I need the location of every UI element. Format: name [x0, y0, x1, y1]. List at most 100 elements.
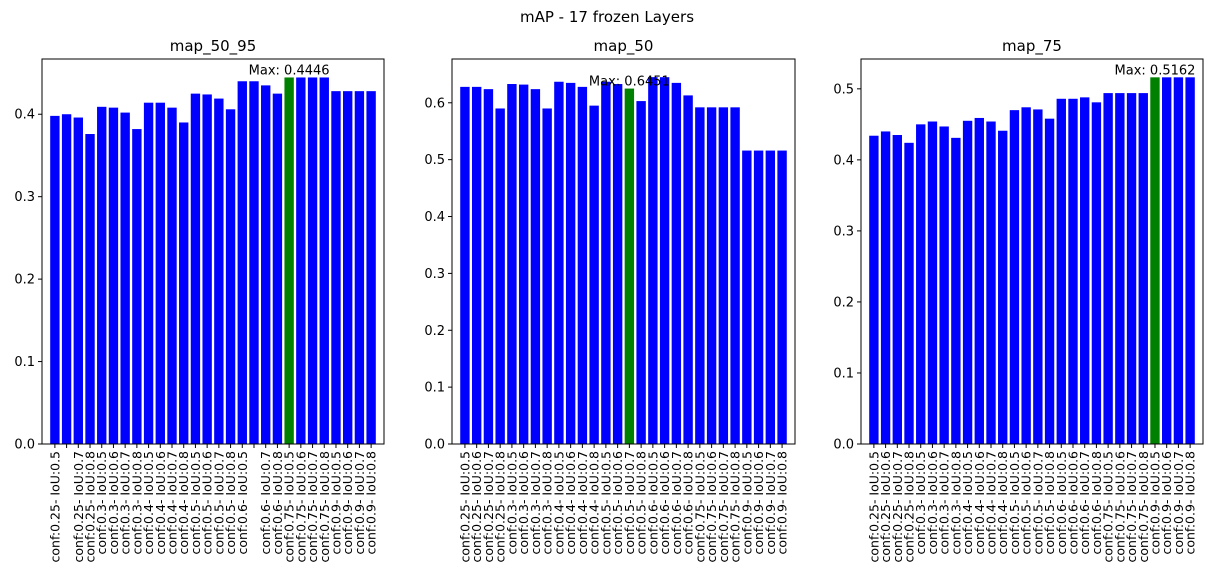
- bar: [601, 81, 611, 444]
- bar: [706, 107, 717, 444]
- bar: [1162, 77, 1172, 444]
- y-tick-label: 0.2: [833, 295, 854, 310]
- bar: [1021, 107, 1031, 445]
- bar: [1138, 93, 1148, 444]
- x-tick-label-conf-0-5-iou-0-6: conf:0.5- IoU:0.6: [1019, 451, 1034, 555]
- y-tick-label: 0.5: [424, 153, 445, 168]
- x-tick-label-conf-0-3-iou-0-8: conf:0.3- IoU:0.8: [540, 451, 555, 555]
- bar: [155, 102, 165, 444]
- x-tick-label-conf-0-6-iou-0-5: conf:0.6- IoU:0.5: [645, 451, 660, 555]
- x-tick-label-conf-0-4-iou-0-6: conf:0.4- IoU:0.6: [563, 451, 578, 555]
- chart-title: map_50: [594, 37, 654, 56]
- x-tick-label-conf-0-75-iou-0-6: conf:0.75- IoU:0.6: [293, 451, 308, 563]
- bar: [214, 98, 224, 444]
- x-tick-label-conf-0-6-iou-0-8: conf:0.6- IoU:0.8: [270, 451, 285, 555]
- x-tick-label-conf-0-6-iou-0-8: conf:0.6- IoU:0.8: [681, 451, 696, 555]
- y-tick-label: 0.0: [424, 438, 445, 453]
- bar: [1080, 97, 1090, 445]
- x-tick-label-conf-0-75-iou-0-8: conf:0.75- IoU:0.8: [317, 451, 332, 563]
- bar: [85, 134, 95, 444]
- bar: [296, 77, 306, 444]
- x-tick-label-conf-0-6-iou-0-5: conf:0.6- IoU:0.5: [235, 451, 250, 555]
- y-tick-label: 0.2: [424, 324, 445, 339]
- x-tick-label-conf-0-75-iou-0-5: conf:0.75- IoU:0.5: [692, 451, 707, 563]
- x-tick-label-conf-0-9-iou-0-6: conf:0.9- IoU:0.6: [751, 451, 766, 555]
- bar: [589, 105, 599, 444]
- bar: [869, 135, 879, 444]
- bar: [683, 95, 693, 445]
- x-tick-label-conf-0-4-iou-0-8: conf:0.4- IoU:0.8: [995, 451, 1010, 555]
- x-tick-label-conf-0-9-iou-0-8: conf:0.9- IoU:0.8: [775, 451, 790, 555]
- x-tick-label-conf-0-4-iou-0-5: conf:0.4- IoU:0.5: [141, 451, 156, 555]
- bar: [319, 77, 329, 444]
- bar: [648, 77, 658, 444]
- x-tick-label-conf-0-9-iou-0-6: conf:0.9- IoU:0.6: [340, 451, 355, 555]
- x-tick-label-conf-0-4-iou-0-7: conf:0.4- IoU:0.7: [165, 451, 180, 555]
- x-tick-label-conf-0-9-iou-0-6: conf:0.9- IoU:0.6: [1159, 451, 1174, 555]
- bar: [73, 117, 83, 444]
- bar: [530, 89, 541, 444]
- x-tick-label-conf-0-5-iou-0-6: conf:0.5- IoU:0.6: [200, 451, 215, 555]
- x-tick-label-conf-0-3-iou-0-7: conf:0.3- IoU:0.7: [528, 451, 543, 555]
- x-tick-label-conf-0-25-iou-0-7: conf:0.25- IoU:0.7: [71, 451, 86, 563]
- bar: [202, 94, 212, 444]
- bar: [307, 77, 318, 444]
- bar: [1068, 98, 1078, 444]
- max-annotation: Max: 0.6451: [589, 75, 670, 90]
- x-tick-label-conf-0-25-iou-0-5: conf:0.25- IoU:0.5: [866, 451, 881, 563]
- bar: [1150, 77, 1160, 444]
- bar: [237, 81, 247, 444]
- x-tick-label-conf-0-4-iou-0-7: conf:0.4- IoU:0.7: [575, 451, 590, 555]
- bar: [962, 120, 973, 445]
- y-tick-label: 0.2: [14, 273, 35, 288]
- bar: [143, 102, 154, 444]
- bar: [471, 86, 482, 445]
- bar: [636, 101, 646, 444]
- x-tick-label-conf-0-25-iou-0-5: conf:0.25- IoU:0.5: [47, 451, 62, 563]
- bar: [998, 130, 1008, 445]
- bar: [507, 84, 517, 445]
- y-tick-label: 0.1: [833, 366, 854, 381]
- bar: [986, 121, 996, 444]
- chart-title: map_50_95: [170, 37, 257, 56]
- x-tick-label-conf-0-3-iou-0-6: conf:0.3- IoU:0.6: [106, 451, 121, 555]
- bar: [1103, 93, 1113, 444]
- bar: [671, 82, 682, 444]
- bar: [939, 126, 949, 444]
- x-tick-label-conf-0-4-iou-0-6: conf:0.4- IoU:0.6: [153, 451, 168, 555]
- max-annotation: Max: 0.4446: [249, 63, 330, 78]
- x-tick-label-conf-0-4-iou-0-8: conf:0.4- IoU:0.8: [176, 451, 191, 555]
- y-tick-label: 0.3: [424, 267, 445, 282]
- x-tick-label-conf-0-5-iou-0-5: conf:0.5- IoU:0.5: [1007, 451, 1022, 555]
- bar: [179, 122, 189, 444]
- x-tick-label-conf-0-3-iou-0-7: conf:0.3- IoU:0.7: [937, 451, 952, 555]
- x-tick-label-conf-0-75-iou-0-7: conf:0.75- IoU:0.7: [305, 451, 320, 563]
- bar: [974, 117, 984, 445]
- x-tick-label-conf-0-6-iou-0-5: conf:0.6- IoU:0.5: [1054, 451, 1069, 555]
- y-tick-label: 0.4: [14, 108, 35, 123]
- x-tick-label-conf-0-6-iou-0-7: conf:0.6- IoU:0.7: [258, 451, 273, 555]
- bar: [108, 107, 119, 444]
- x-tick-label-conf-0-5-iou-0-5: conf:0.5- IoU:0.5: [598, 451, 613, 555]
- y-tick-label: 0.1: [14, 355, 35, 370]
- bar: [742, 150, 752, 444]
- x-tick-label-conf-0-3-iou-0-5: conf:0.3- IoU:0.5: [504, 451, 519, 555]
- x-tick-label-conf-0-75-iou-0-7: conf:0.75- IoU:0.7: [716, 451, 731, 563]
- x-tick-label-conf-0-25-iou-0-8: conf:0.25- IoU:0.8: [83, 451, 98, 563]
- bar: [190, 93, 201, 444]
- bar: [624, 88, 635, 444]
- y-tick-label: 0.4: [424, 210, 445, 225]
- axes-frame: [451, 58, 796, 445]
- x-tick-label-conf-0-3-iou-0-7: conf:0.3- IoU:0.7: [118, 451, 133, 555]
- x-tick-label-conf-0-25-iou-0-8: conf:0.25- IoU:0.8: [493, 451, 508, 563]
- bar: [730, 107, 740, 444]
- bar: [483, 89, 494, 444]
- x-tick-label-conf-0-3-iou-0-8: conf:0.3- IoU:0.8: [948, 451, 963, 555]
- y-tick-label: 0.3: [833, 224, 854, 239]
- x-tick-label-conf-0-9-iou-0-5: conf:0.9- IoU:0.5: [328, 451, 343, 555]
- bar: [695, 107, 705, 444]
